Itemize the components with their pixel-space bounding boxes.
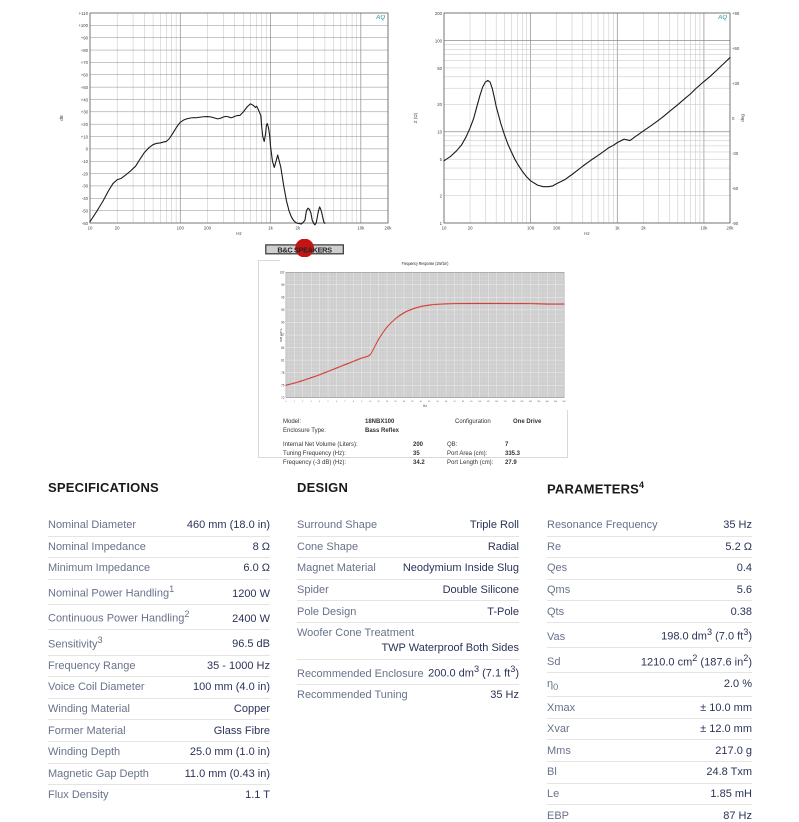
svg-text:+50: +50 — [81, 85, 89, 90]
svg-text:2: 2 — [302, 401, 303, 403]
svg-text:93: 93 — [281, 308, 284, 312]
svg-text:10: 10 — [442, 226, 447, 231]
svg-text:-20: -20 — [82, 171, 89, 176]
svg-text:+110: +110 — [79, 11, 89, 16]
svg-text:78: 78 — [281, 371, 284, 375]
svg-text:+20: +20 — [81, 122, 89, 127]
svg-text:Frequency Response (1W/1m): Frequency Response (1W/1m) — [402, 260, 449, 266]
svg-text:90: 90 — [281, 320, 284, 324]
svg-text:10: 10 — [437, 130, 442, 135]
svg-text:-30: -30 — [82, 184, 89, 189]
svg-text:-90: -90 — [732, 221, 739, 226]
svg-text:81: 81 — [281, 358, 284, 362]
svg-text:84: 84 — [281, 345, 284, 349]
svg-text:Z (Ω): Z (Ω) — [413, 112, 418, 123]
svg-text:100: 100 — [177, 226, 185, 231]
svg-text:Hz: Hz — [423, 404, 427, 408]
svg-text:+70: +70 — [81, 60, 89, 65]
svg-text:+80: +80 — [81, 48, 89, 53]
svg-text:100: 100 — [527, 226, 535, 231]
svg-text:20k: 20k — [727, 226, 735, 231]
svg-text:200: 200 — [553, 226, 561, 231]
svg-text:10: 10 — [88, 226, 93, 231]
svg-text:-10: -10 — [82, 159, 89, 164]
svg-text:+10: +10 — [81, 134, 89, 139]
svg-text:+90: +90 — [732, 11, 740, 16]
svg-text:dB SPL: dB SPL — [280, 328, 283, 341]
svg-text:+60: +60 — [732, 46, 740, 51]
svg-text:99: 99 — [281, 283, 284, 287]
svg-text:20: 20 — [115, 226, 120, 231]
svg-text:-60: -60 — [732, 186, 739, 191]
svg-text:-30: -30 — [732, 151, 739, 156]
svg-text:72: 72 — [281, 396, 284, 400]
svg-text:100: 100 — [435, 38, 443, 43]
svg-text:96: 96 — [281, 295, 284, 299]
svg-text:200: 200 — [204, 226, 212, 231]
svg-text:+30: +30 — [732, 81, 740, 86]
svg-text:+40: +40 — [81, 97, 89, 102]
svg-text:1: 1 — [294, 401, 295, 403]
svg-text:20: 20 — [468, 226, 473, 231]
svg-text:-50: -50 — [82, 208, 89, 213]
svg-text:dB: dB — [59, 115, 64, 121]
svg-text:+30: +30 — [81, 110, 89, 115]
svg-text:AQ: AQ — [375, 15, 385, 21]
svg-text:20: 20 — [437, 102, 442, 107]
svg-text:20k: 20k — [385, 226, 393, 231]
svg-text:+60: +60 — [81, 73, 89, 78]
svg-text:200: 200 — [435, 11, 443, 16]
svg-text:10k: 10k — [700, 226, 708, 231]
svg-text:75: 75 — [281, 383, 284, 387]
svg-text:-40: -40 — [82, 196, 89, 201]
svg-text:102: 102 — [280, 270, 285, 274]
svg-text:deg: deg — [740, 114, 745, 122]
svg-text:Hz: Hz — [236, 231, 242, 236]
svg-text:Hz: Hz — [584, 231, 590, 236]
svg-text:B&C SPEAKERS: B&C SPEAKERS — [277, 245, 332, 254]
svg-text:7: 7 — [344, 401, 345, 403]
svg-text:+100: +100 — [78, 23, 88, 28]
svg-text:10k: 10k — [357, 226, 365, 231]
svg-text:+90: +90 — [81, 36, 89, 41]
svg-text:AQ: AQ — [717, 15, 727, 21]
svg-text:50: 50 — [437, 66, 442, 71]
